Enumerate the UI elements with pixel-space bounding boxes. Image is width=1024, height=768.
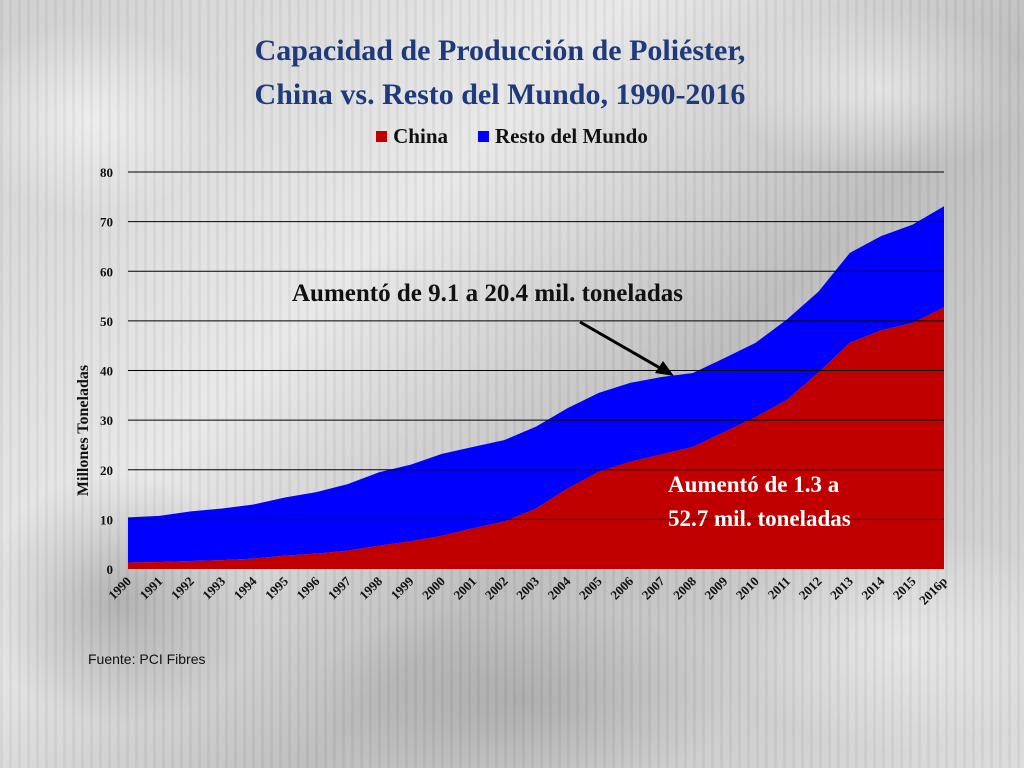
legend-item-china: China: [376, 124, 448, 149]
x-tick-label: 2015: [890, 573, 919, 602]
x-tick-label: 2005: [576, 573, 605, 602]
y-axis-label: Millones Toneladas: [75, 365, 92, 496]
annotation-china-line-2: 52.7 mil. toneladas: [668, 506, 851, 531]
y-tick-label: 60: [100, 264, 113, 279]
legend-swatch-china: [376, 131, 388, 142]
x-tick-label: 2007: [639, 573, 668, 602]
x-tick-label: 1998: [356, 573, 385, 602]
y-tick-label: 20: [100, 463, 113, 478]
y-tick-label: 40: [100, 364, 113, 379]
x-tick-label: 2009: [701, 573, 730, 602]
chart-title-line-2: China vs. Resto del Mundo, 1990-2016: [254, 78, 746, 111]
x-tick-label: 1995: [262, 573, 291, 602]
legend-item-rest: Resto del Mundo: [478, 124, 648, 149]
chart-title-line-1: Capacidad de Producción de Poliéster,: [254, 34, 746, 67]
x-tick-label: 1997: [325, 573, 354, 602]
y-tick-label: 0: [107, 562, 114, 577]
area-china: [128, 307, 944, 569]
x-tick-label: 2012: [796, 574, 825, 603]
x-tick-label: 2016p: [916, 574, 950, 608]
y-tick-label: 80: [100, 165, 113, 180]
annotation-arrow-group: [579, 320, 674, 376]
x-tick-label: 1993: [199, 573, 228, 602]
area-rest-of-world: [128, 206, 944, 563]
x-tick-label: 2011: [765, 574, 793, 602]
y-tick-label: 70: [100, 215, 113, 230]
x-tick-label: 2003: [513, 573, 542, 602]
y-axis-ticks: 0 10 20 30 40 50 60 70 80: [100, 165, 113, 577]
annotation-arrow-head: [655, 361, 674, 376]
x-tick-label: 1990: [105, 574, 134, 603]
chart-gridlines: [128, 171, 944, 520]
x-tick-label: 2006: [607, 573, 636, 602]
x-tick-label: 2008: [670, 573, 699, 602]
x-tick-label: 2002: [482, 574, 511, 603]
y-axis-label-group: Millones Toneladas: [75, 365, 92, 496]
x-tick-label: 2014: [858, 573, 887, 602]
legend: China Resto del Mundo: [0, 124, 1024, 149]
source-note: Fuente: PCI Fibres: [88, 651, 206, 667]
x-tick-label: 2000: [419, 574, 448, 603]
x-tick-label: 2004: [545, 573, 574, 602]
chart-areas: [128, 206, 944, 569]
annotation-arrow-line: [579, 320, 661, 370]
annotation-rest-of-world: Aumentó de 9.1 a 20.4 mil. toneladas: [292, 280, 683, 307]
x-tick-label: 1994: [231, 573, 260, 602]
x-tick-label: 2001: [450, 574, 479, 603]
x-tick-label: 1992: [168, 574, 197, 603]
legend-swatch-rest: [478, 131, 489, 142]
annotation-china-line-1: Aumentó de 1.3 a: [668, 472, 840, 497]
y-tick-label: 50: [100, 314, 113, 329]
x-tick-label: 1996: [293, 573, 322, 602]
y-tick-label: 30: [100, 413, 113, 428]
x-tick-label: 2013: [827, 573, 856, 602]
x-tick-label: 2010: [733, 574, 762, 603]
legend-label-china: China: [393, 124, 448, 148]
x-axis-ticks: 1990 1991 1992 1993 1994 1995 1996 1997 1998 1999…: [105, 573, 950, 607]
x-tick-label: 1991: [137, 574, 166, 603]
x-tick-label: 1999: [388, 573, 417, 602]
legend-label-rest: Resto del Mundo: [495, 124, 648, 148]
y-tick-label: 10: [100, 512, 113, 527]
